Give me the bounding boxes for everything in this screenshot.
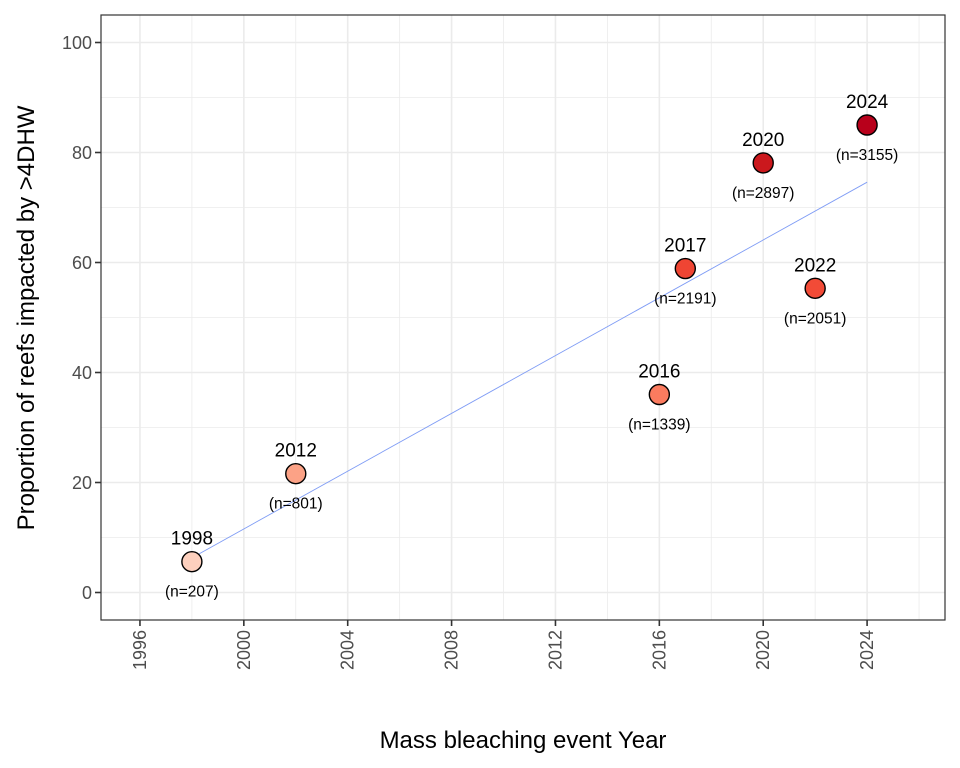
trend-line xyxy=(191,181,868,559)
point-n-label: (n=3155) xyxy=(836,147,898,164)
point-year-label: 2017 xyxy=(664,236,706,257)
point-n-label: (n=1339) xyxy=(628,417,690,434)
x-tick-label: 2016 xyxy=(649,630,669,670)
x-tick-label: 2024 xyxy=(857,630,877,670)
point-n-label: (n=2051) xyxy=(784,310,846,327)
data-point xyxy=(752,152,774,174)
y-axis-title: Proportion of reefs impacted by >4DHW xyxy=(13,105,40,530)
data-point xyxy=(285,463,307,485)
y-tick-label: 20 xyxy=(72,473,92,493)
grid-lines xyxy=(101,15,945,620)
point-n-label: (n=207) xyxy=(165,584,219,601)
x-tick-label: 2008 xyxy=(442,630,462,670)
point-n-label: (n=2897) xyxy=(732,185,794,202)
axes: 1996 2000 2004 2008 2012 2016 2020 2024 0 20 40 60 8… xyxy=(62,33,877,670)
trend-line-layer xyxy=(191,181,868,559)
data-point xyxy=(181,551,203,573)
x-tick-label: 2000 xyxy=(234,630,254,670)
point-year-label: 2022 xyxy=(794,255,836,276)
point-labels: 1998 (n=207) 2012 (n=801) 2016 (n=1339) 2017 (n… xyxy=(165,92,898,601)
y-tick-label: 60 xyxy=(72,253,92,273)
y-tick-label: 40 xyxy=(72,363,92,383)
x-tick-label: 2004 xyxy=(338,630,358,670)
data-point xyxy=(674,257,697,280)
point-year-label: 2012 xyxy=(275,441,317,462)
panel-border xyxy=(100,14,946,621)
point-year-label: 2016 xyxy=(638,362,680,383)
data-point xyxy=(856,114,878,136)
point-year-label: 2024 xyxy=(846,92,889,113)
data-point xyxy=(804,277,826,300)
data-points xyxy=(181,114,878,573)
point-year-label: 2020 xyxy=(742,130,784,151)
point-n-label: (n=801) xyxy=(269,496,323,513)
data-point xyxy=(648,383,671,406)
y-tick-label: 100 xyxy=(62,33,92,53)
point-n-label: (n=2191) xyxy=(654,291,716,308)
y-tick-label: 0 xyxy=(82,583,92,603)
x-tick-label: 2020 xyxy=(753,630,773,670)
point-year-label: 1998 xyxy=(171,529,213,550)
x-axis-title: Mass bleaching event Year xyxy=(380,727,667,754)
x-tick-label: 1996 xyxy=(130,630,150,670)
x-tick-label: 2012 xyxy=(545,630,565,670)
y-tick-label: 80 xyxy=(72,143,92,163)
